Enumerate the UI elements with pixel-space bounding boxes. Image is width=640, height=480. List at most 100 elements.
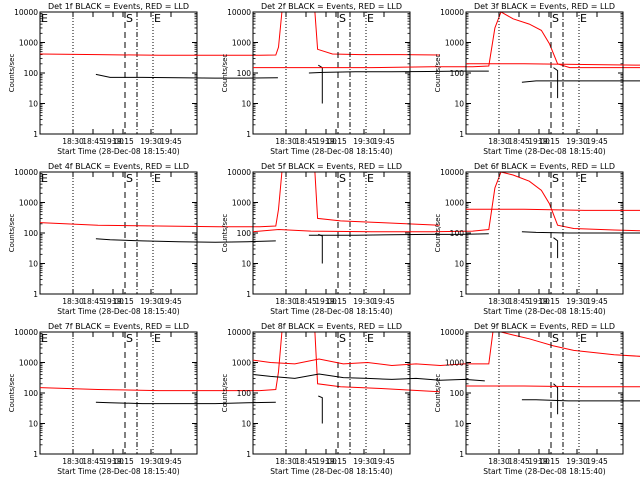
y-tick-label: 10000: [440, 328, 464, 337]
plot-frame: [465, 11, 624, 135]
x-tick-label: 19:00: [102, 457, 124, 466]
x-tick-label: 19:45: [586, 137, 608, 146]
series-line-events: [95, 73, 278, 79]
x-tick-label: 18:30: [488, 297, 510, 306]
y-tick-label: 1: [459, 290, 464, 299]
start-marker-label: S: [552, 332, 559, 345]
y-tick-label: 100: [450, 389, 465, 398]
plot-frame: [252, 331, 411, 455]
y-tick-label: 1: [459, 130, 464, 139]
x-tick-label: 19:15: [538, 297, 560, 306]
series-line-events: [553, 237, 559, 259]
x-tick-label: 19:00: [528, 297, 550, 306]
series-line-lld: [314, 171, 440, 226]
start-marker-label: S: [552, 172, 559, 185]
y-tick-label: 100: [237, 69, 252, 78]
plot-frame: [39, 11, 198, 135]
chart-title: Det 9f BLACK = Events, RED = LLD: [474, 322, 615, 331]
y-tick-label: 10: [28, 100, 38, 109]
y-tick-label: 100: [237, 389, 252, 398]
y-tick-label: 10000: [440, 8, 464, 17]
x-tick-label: 19:45: [586, 297, 608, 306]
x-tick-label: 19:00: [102, 137, 124, 146]
x-tick-label: 19:45: [160, 137, 182, 146]
y-tick-label: 10000: [227, 168, 251, 177]
chart-title: Det 5f BLACK = Events, RED = LLD: [261, 162, 402, 171]
x-tick-label: 18:30: [488, 137, 510, 146]
y-tick-label: 10: [454, 260, 464, 269]
x-tick-label: 19:00: [315, 457, 337, 466]
y-tick-label: 1: [33, 450, 38, 459]
y-axis-label: Counts/sec: [434, 54, 442, 93]
y-tick-label: 1000: [232, 359, 251, 368]
x-tick-label: 19:15: [538, 457, 560, 466]
end-marker-label: E: [580, 332, 587, 345]
y-tick-label: 1000: [19, 39, 38, 48]
start-marker-label: S: [126, 172, 133, 185]
x-tick-label: 19:00: [315, 137, 337, 146]
y-tick-label: 10: [241, 100, 251, 109]
y-axis-label: Counts/sec: [221, 214, 229, 253]
chart-title: Det 4f BLACK = Events, RED = LLD: [48, 162, 189, 171]
x-tick-label: 18:45: [295, 457, 317, 466]
series-line-events: [318, 64, 323, 104]
y-tick-label: 100: [450, 69, 465, 78]
y-axis-label: Counts/sec: [221, 54, 229, 93]
y-axis-label: Counts/sec: [8, 374, 16, 413]
y-tick-label: 10: [454, 100, 464, 109]
y-tick-label: 100: [450, 229, 465, 238]
y-tick-label: 1: [459, 450, 464, 459]
y-tick-label: 10: [28, 420, 38, 429]
x-tick-label: 19:30: [566, 297, 588, 306]
x-tick-label: 19:15: [325, 297, 347, 306]
x-tick-label: 19:00: [102, 297, 124, 306]
x-tick-label: 19:30: [566, 457, 588, 466]
y-tick-label: 1000: [445, 39, 464, 48]
series-line-lld: [39, 171, 283, 228]
start-marker-label: S: [552, 12, 559, 25]
y-tick-label: 1000: [232, 199, 251, 208]
series-line-lld: [253, 11, 640, 69]
y-axis-label: Counts/sec: [434, 214, 442, 253]
x-tick-label: 18:45: [82, 457, 104, 466]
y-tick-label: 1000: [19, 199, 38, 208]
y-axis-label: Counts/sec: [8, 54, 16, 93]
y-tick-label: 10000: [227, 328, 251, 337]
x-axis-label: Start Time (28-Dec-08 18:15:40): [57, 307, 179, 316]
series-line-lld: [39, 11, 283, 56]
x-tick-label: 18:30: [275, 297, 297, 306]
x-tick-label: 19:45: [373, 137, 395, 146]
x-tick-label: 18:45: [508, 297, 530, 306]
x-tick-label: 18:30: [62, 457, 84, 466]
start-marker-label: S: [126, 332, 133, 345]
end-marker-label-left: E: [41, 12, 48, 25]
series-line-events: [521, 231, 640, 234]
start-marker-label: S: [339, 332, 346, 345]
x-tick-label: 19:15: [112, 297, 134, 306]
end-marker-label: E: [367, 332, 374, 345]
y-tick-label: 10: [28, 260, 38, 269]
y-tick-label: 10000: [14, 328, 38, 337]
chart-title: Det 1f BLACK = Events, RED = LLD: [48, 2, 189, 11]
series-line-lld: [466, 208, 640, 211]
plot-frame: [39, 171, 198, 295]
y-axis-label: Counts/sec: [8, 214, 16, 253]
chart-title: Det 6f BLACK = Events, RED = LLD: [474, 162, 615, 171]
chart-title: Det 8f BLACK = Events, RED = LLD: [261, 322, 402, 331]
end-marker-label: E: [154, 332, 161, 345]
series-line-lld: [314, 331, 440, 393]
y-tick-label: 10000: [14, 8, 38, 17]
end-marker-label: E: [580, 12, 587, 25]
x-tick-label: 18:45: [295, 137, 317, 146]
y-tick-label: 10: [241, 260, 251, 269]
x-axis-label: Start Time (28-Dec-08 18:15:40): [483, 307, 605, 316]
x-tick-label: 19:30: [353, 137, 375, 146]
end-marker-label: E: [154, 12, 161, 25]
end-marker-label-left: E: [41, 172, 48, 185]
x-tick-label: 19:45: [586, 457, 608, 466]
